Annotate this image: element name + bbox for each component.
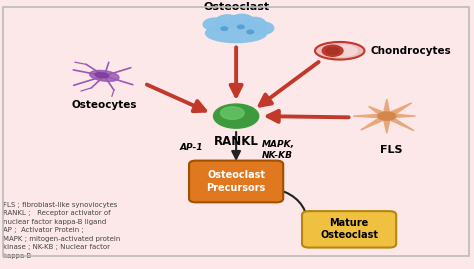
Circle shape — [247, 30, 254, 34]
Text: FLS: FLS — [380, 145, 403, 155]
Polygon shape — [353, 99, 416, 133]
Ellipse shape — [378, 112, 396, 120]
Circle shape — [221, 27, 228, 30]
Circle shape — [237, 25, 244, 29]
Circle shape — [242, 17, 266, 30]
Text: Osteoclast: Osteoclast — [203, 2, 269, 12]
Circle shape — [322, 45, 343, 56]
FancyBboxPatch shape — [302, 211, 396, 247]
Ellipse shape — [90, 70, 119, 82]
Ellipse shape — [315, 42, 365, 59]
Text: FLS ; fibroblast-like synoviocytes
RANKL ;   Receptor activator of
nuclear facto: FLS ; fibroblast-like synoviocytes RANKL… — [3, 201, 120, 259]
Circle shape — [230, 14, 254, 27]
Circle shape — [216, 15, 239, 27]
Circle shape — [250, 22, 274, 34]
Ellipse shape — [327, 45, 357, 56]
Ellipse shape — [95, 72, 109, 78]
Circle shape — [220, 107, 244, 119]
Text: Osteoclast
Precursors: Osteoclast Precursors — [207, 170, 266, 193]
Text: RANKL: RANKL — [214, 135, 258, 148]
Circle shape — [326, 47, 339, 54]
Circle shape — [213, 104, 259, 128]
Ellipse shape — [206, 24, 267, 43]
Text: Mature
Osteoclast: Mature Osteoclast — [320, 218, 378, 240]
FancyBboxPatch shape — [189, 161, 283, 202]
Text: Osteocytes: Osteocytes — [72, 100, 137, 110]
Text: Chondrocytes: Chondrocytes — [370, 46, 451, 56]
Text: AP-1: AP-1 — [180, 143, 203, 151]
Text: MAPK,
NK-KB: MAPK, NK-KB — [262, 140, 295, 160]
Circle shape — [203, 18, 227, 31]
